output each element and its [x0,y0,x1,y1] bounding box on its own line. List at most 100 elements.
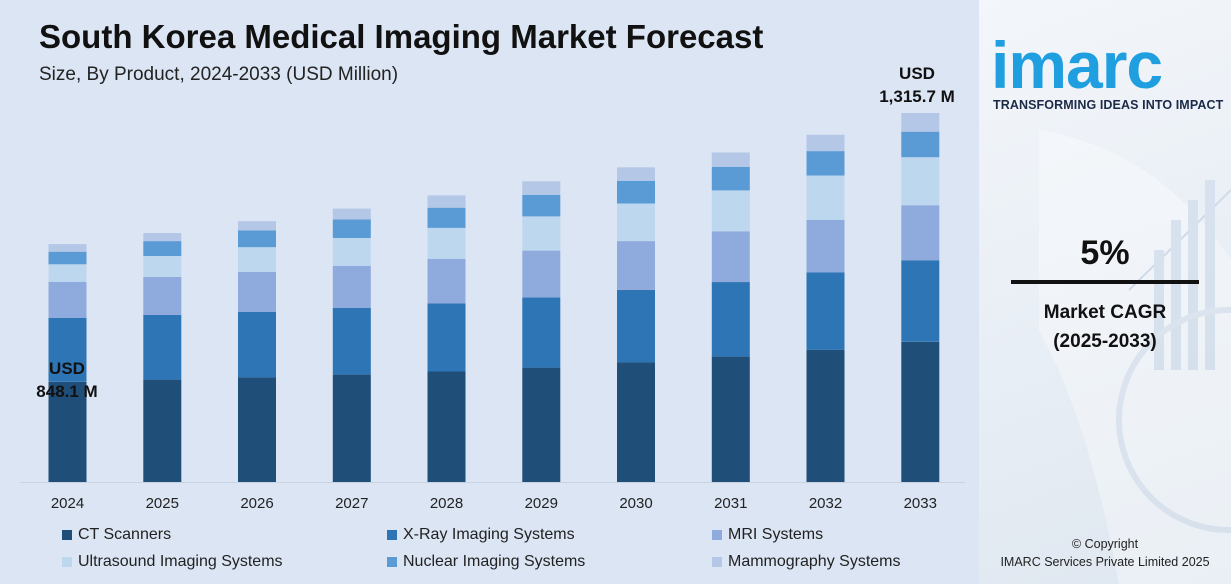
x-tick-label-2029: 2029 [525,495,558,512]
bar-segment-2032-x-ray-imaging-systems [806,272,845,350]
svg-text:imarc: imarc [991,34,1162,98]
bar-segment-2025-x-ray-imaging-systems [143,314,182,380]
bar-segment-2026-nuclear-imaging-systems [238,230,276,248]
bar-segment-2027-x-ray-imaging-systems [332,307,371,375]
legend-item-nuclear-imaging-systems: Nuclear Imaging Systems [387,551,585,573]
end-currency-label: USD [899,64,935,83]
bar-segment-2026-ultrasound-imaging-systems [238,247,276,272]
cagr-value: 5% [1080,234,1130,272]
bar-segment-2031-x-ray-imaging-systems [711,282,750,357]
bar-segment-2033-x-ray-imaging-systems [901,260,940,342]
end-value-label: 1,315.7 M [879,87,955,106]
copyright-notice: © Copyright IMARC Services Private Limit… [979,535,1231,571]
legend-swatch [387,530,397,540]
bar-segment-2024-ct-scanners [48,381,87,482]
x-tick-label-2031: 2031 [714,495,747,512]
bar-segment-2032-ultrasound-imaging-systems [806,175,845,220]
bar-segment-2027-nuclear-imaging-systems [332,219,371,238]
bar-segment-2027-mammography-systems [332,208,371,220]
bar-segment-2024-mammography-systems [48,244,87,252]
brand-tagline: TRANSFORMING IDEAS INTO IMPACT [993,98,1224,112]
bar-segment-2025-mri-systems [143,277,182,315]
bar-segment-2024-mri-systems [48,281,87,318]
bar-segment-2029-mri-systems [522,250,561,298]
copyright-line1: © Copyright [1071,537,1139,551]
cagr-label: Market CAGR (2025-2033) [979,298,1231,356]
bar-segment-2032-mri-systems [806,219,845,273]
legend-item-mri-systems: MRI Systems [712,524,823,546]
bar-segment-2031-ct-scanners [711,356,750,482]
legend-item-ultrasound-imaging-systems: Ultrasound Imaging Systems [62,551,283,573]
imarc-logo: imarc [991,34,1163,98]
bar-segment-2029-ultrasound-imaging-systems [522,216,561,251]
bar-chart: 2024 2025 2026 2027 2028 2029 2030 2031 2032 2033 [20,113,965,512]
bar-segment-2033-nuclear-imaging-systems [901,131,940,158]
bar-segment-2030-ultrasound-imaging-systems [617,203,655,242]
bar-segment-2030-nuclear-imaging-systems [617,180,655,204]
bar-segment-2032-ct-scanners [806,349,845,482]
legend-label: CT Scanners [78,526,172,543]
bar-segment-2027-mri-systems [332,265,371,308]
chart-panel: South Korea Medical Imaging Market Forec… [0,0,979,584]
x-tick-label-2033: 2033 [904,495,937,512]
legend-label: MRI Systems [728,526,824,543]
bar-segment-2025-nuclear-imaging-systems [143,241,182,256]
bar-segment-2029-x-ray-imaging-systems [522,297,561,368]
legend-swatch [62,557,72,567]
bar-segment-2032-mammography-systems [806,134,845,152]
x-tick-label-2028: 2028 [430,495,463,512]
bar-segment-2028-mammography-systems [427,195,466,208]
x-tick-label-2027: 2027 [335,495,368,512]
bar-segment-2026-mri-systems [238,271,276,312]
chart-title: South Korea Medical Imaging Market Forec… [39,18,764,55]
chart-subtitle: Size, By Product, 2024-2033 (USD Million… [39,64,399,85]
bar-segment-2026-mammography-systems [238,221,276,231]
x-tick-label-2024: 2024 [51,495,84,512]
bar-segment-2024-x-ray-imaging-systems [48,317,87,382]
start-value-label: 848.1 M [36,382,98,401]
bar-segment-2030-mri-systems [617,241,655,290]
bar-segment-2026-ct-scanners [238,377,276,482]
x-tick-label-2030: 2030 [619,495,652,512]
bar-segment-2033-mammography-systems [901,113,940,132]
legend-swatch [712,530,722,540]
bar-segment-2025-ultrasound-imaging-systems [143,255,182,277]
bar-segment-2029-nuclear-imaging-systems [522,194,561,217]
bar-segment-2033-ct-scanners [901,341,940,482]
bar-segment-2028-mri-systems [427,258,466,304]
bar-segment-2030-ct-scanners [617,362,655,482]
bar-segment-2027-ultrasound-imaging-systems [332,238,371,266]
start-value-callout: USD 848.1 M [28,357,106,403]
bar-segment-2025-mammography-systems [143,233,182,242]
bar-segment-2032-nuclear-imaging-systems [806,151,845,176]
bar-segment-2028-ct-scanners [427,371,466,482]
cagr-divider [1011,280,1199,284]
x-tick-label-2032: 2032 [809,495,842,512]
bar-segment-2031-ultrasound-imaging-systems [711,190,750,232]
bar-segment-2024-ultrasound-imaging-systems [48,264,87,282]
background-chart-art [1039,130,1231,584]
bar-segment-2027-ct-scanners [332,374,371,482]
legend-label: Nuclear Imaging Systems [403,553,586,570]
bar-segment-2030-mammography-systems [617,167,655,181]
legend-item-x-ray-imaging-systems: X-Ray Imaging Systems [387,524,575,546]
cagr-label-line1: Market CAGR [1043,302,1167,323]
legend-item-mammography-systems: Mammography Systems [712,551,901,573]
bar-segment-2031-mammography-systems [711,152,750,167]
start-currency-label: USD [49,359,85,378]
bar-segment-2030-x-ray-imaging-systems [617,289,655,363]
legend-label: Mammography Systems [728,553,901,570]
bar-segment-2028-x-ray-imaging-systems [427,303,466,372]
copyright-line2: IMARC Services Private Limited 2025 [1000,555,1210,569]
bar-segment-2024-nuclear-imaging-systems [48,251,87,265]
bar-segment-2028-ultrasound-imaging-systems [427,227,466,259]
bar-segment-2033-mri-systems [901,205,940,261]
cagr-label-line2: (2025-2033) [1053,331,1157,352]
legend-swatch [62,530,72,540]
legend-label: X-Ray Imaging Systems [403,526,575,543]
legend-label: Ultrasound Imaging Systems [78,553,283,570]
bar-segment-2028-nuclear-imaging-systems [427,207,466,228]
bar-segment-2026-x-ray-imaging-systems [238,311,276,378]
x-tick-label-2026: 2026 [240,495,273,512]
x-tick-label-2025: 2025 [146,495,179,512]
